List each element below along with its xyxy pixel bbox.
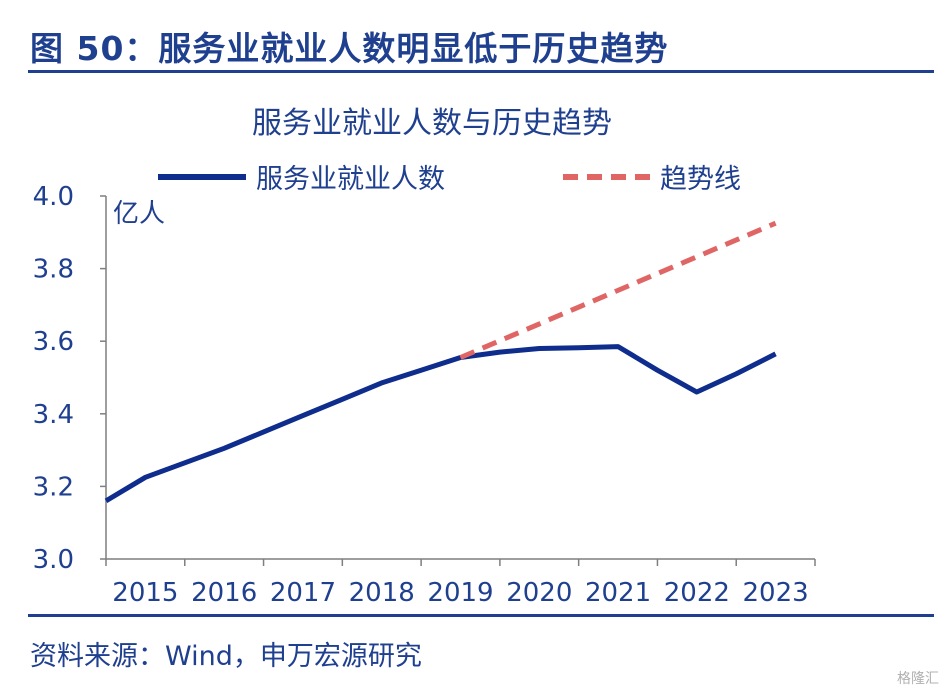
x-tick-label: 2019 bbox=[427, 578, 493, 608]
x-tick-label: 2023 bbox=[743, 578, 809, 608]
x-tick-label: 2022 bbox=[664, 578, 730, 608]
y-tick-label: 3.6 bbox=[33, 327, 74, 357]
y-tick-label: 3.0 bbox=[33, 545, 74, 575]
x-tick-label: 2021 bbox=[585, 578, 651, 608]
chart-title: 服务业就业人数与历史趋势 bbox=[252, 106, 612, 141]
bottom-rule bbox=[28, 614, 934, 617]
y-ticks: 3.0 3.2 3.4 3.6 3.8 4.0 bbox=[33, 182, 106, 575]
figure-title: 图 50：服务业就业人数明显低于历史趋势 bbox=[30, 29, 669, 68]
watermark-logo: 格隆汇 bbox=[897, 671, 939, 687]
x-tick-label: 2015 bbox=[112, 578, 178, 608]
y-tick-label: 3.4 bbox=[33, 400, 74, 430]
series-line-employment bbox=[104, 344, 777, 504]
y-axis-unit-label: 亿人 bbox=[113, 199, 165, 229]
x-tick-label: 2020 bbox=[506, 578, 572, 608]
source-note: 资料来源：Wind，申万宏源研究 bbox=[30, 641, 422, 672]
x-tick-label: 2018 bbox=[349, 578, 415, 608]
x-ticks: 2015 2016 2017 2018 2019 2020 2021 2022 2023 bbox=[105, 559, 816, 608]
y-tick-label: 4.0 bbox=[33, 182, 74, 212]
x-tick-label: 2016 bbox=[191, 578, 257, 608]
x-tick-label: 2017 bbox=[270, 578, 336, 608]
legend-label-trend: 趋势线 bbox=[660, 164, 741, 195]
legend: 服务业就业人数 趋势线 bbox=[158, 164, 741, 195]
series-line-trend bbox=[459, 220, 777, 360]
legend-label-employment: 服务业就业人数 bbox=[256, 164, 445, 195]
y-tick-label: 3.8 bbox=[33, 255, 74, 285]
y-tick-label: 3.2 bbox=[33, 472, 74, 502]
top-rule bbox=[28, 70, 934, 73]
series-layer bbox=[104, 220, 777, 504]
